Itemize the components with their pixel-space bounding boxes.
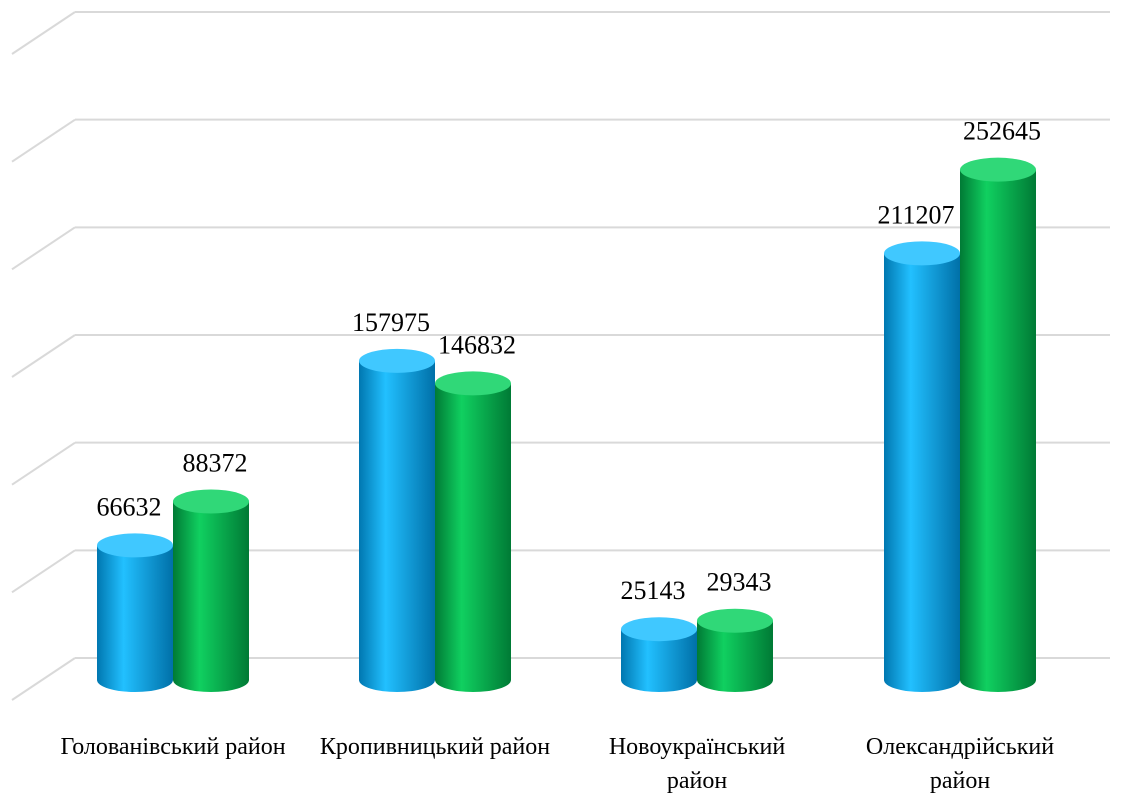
- data-label: 157975: [352, 308, 430, 337]
- grid-line: [11, 11, 76, 55]
- grid-line: [11, 657, 76, 701]
- data-label: 88372: [183, 448, 248, 477]
- x-tick-label: Новоукраїнський район: [608, 734, 786, 794]
- grid-line: [11, 441, 76, 486]
- bar: [173, 501, 249, 692]
- bar-top: [697, 608, 773, 633]
- grid-line: [11, 334, 76, 378]
- data-label: 25143: [621, 576, 686, 605]
- bar-top: [960, 157, 1036, 182]
- bar: [621, 629, 697, 692]
- bar: [97, 545, 173, 692]
- data-label: 66632: [97, 492, 162, 521]
- data-label: 252645: [963, 117, 1041, 146]
- data-label: 146832: [438, 330, 516, 359]
- grid-line: [11, 549, 76, 594]
- grid-line: [11, 226, 76, 271]
- data-label: 211207: [877, 200, 954, 229]
- bar-top: [173, 489, 249, 514]
- bar: [697, 620, 773, 692]
- bar-top: [884, 241, 960, 266]
- grid-line: [11, 118, 76, 163]
- bar-top: [97, 533, 173, 558]
- bar: [435, 383, 511, 692]
- x-tick-label: Олександрійський район: [865, 734, 1055, 794]
- bar-top: [359, 348, 435, 373]
- bar-top: [435, 371, 511, 396]
- bar-top: [621, 617, 697, 642]
- bar: [359, 360, 435, 692]
- data-label: 29343: [707, 568, 772, 597]
- x-tick-label: Кропивницький район: [319, 734, 551, 760]
- bar: [884, 253, 960, 692]
- x-tick-label: Голованівський район: [60, 734, 286, 760]
- bar: [960, 169, 1036, 692]
